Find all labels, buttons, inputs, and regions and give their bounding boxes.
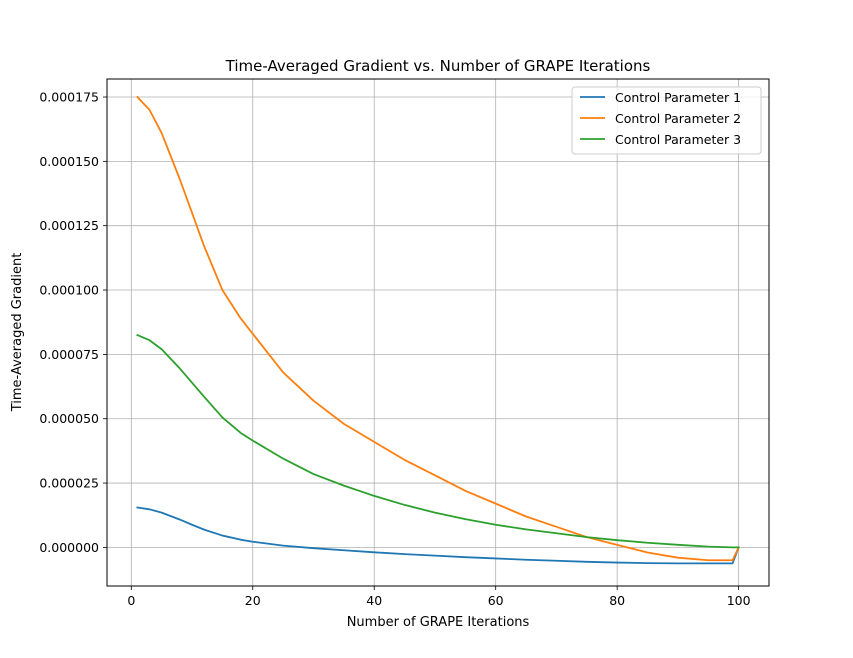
x-tick-label: 60 bbox=[488, 593, 504, 608]
x-tick-label: 80 bbox=[609, 593, 625, 608]
x-tick-label: 100 bbox=[727, 593, 751, 608]
plot-series bbox=[136, 95, 740, 565]
y-tick-label: 0.000050 bbox=[39, 411, 99, 426]
axis-ticks: 0 20 40 60 80 100 0.000000 0.000025 0.000050 0.00… bbox=[39, 90, 750, 608]
series-line-control-parameter-3 bbox=[136, 333, 740, 549]
plot-frame bbox=[106, 78, 770, 587]
y-tick-label: 0.000175 bbox=[39, 90, 99, 105]
y-tick-label: 0.000150 bbox=[39, 154, 99, 169]
y-tick-label: 0.000025 bbox=[39, 476, 99, 491]
y-tick-label: 0.000100 bbox=[39, 283, 99, 298]
legend: Control Parameter 1 Control Parameter 2 … bbox=[571, 86, 762, 155]
x-tick-label: 40 bbox=[366, 593, 382, 608]
y-axis-label: Time-Averaged Gradient bbox=[10, 253, 25, 413]
y-tick-label: 0.000075 bbox=[39, 347, 99, 362]
series-line-control-parameter-2 bbox=[136, 95, 740, 562]
x-tick-label: 0 bbox=[127, 593, 135, 608]
legend-label-control-parameter-1: Control Parameter 1 bbox=[615, 90, 741, 105]
series-line-control-parameter-1 bbox=[136, 506, 740, 565]
legend-label-control-parameter-3: Control Parameter 3 bbox=[615, 132, 741, 147]
chart-title: Time-Averaged Gradient vs. Number of GRA… bbox=[225, 57, 651, 75]
y-tick-label: 0.000125 bbox=[39, 218, 99, 233]
x-axis-label: Number of GRAPE Iterations bbox=[347, 615, 530, 630]
legend-box bbox=[571, 86, 762, 155]
grid-lines bbox=[107, 79, 769, 586]
legend-label-control-parameter-2: Control Parameter 2 bbox=[615, 111, 741, 126]
y-tick-label: 0.000000 bbox=[39, 540, 99, 555]
x-tick-label: 20 bbox=[245, 593, 261, 608]
